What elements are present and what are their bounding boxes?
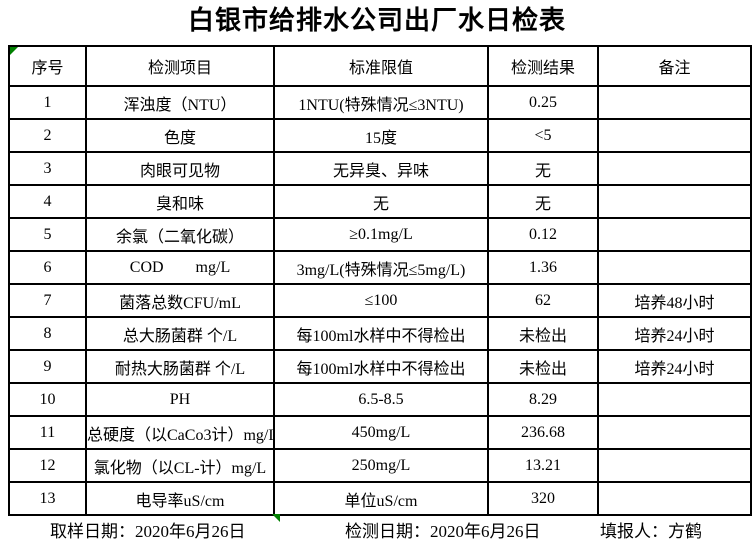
table-row: 5 余氯（二氧化碳） ≥0.1mg/L 0.12 [8,217,752,252]
row-number-cell[interactable]: 4 [8,184,87,219]
item-cell[interactable]: 氯化物（以CL-计）mg/L [85,448,275,483]
table-row: 4 臭和味无无 [8,184,752,219]
result-cell[interactable]: 未检出 [487,349,599,384]
item-cell[interactable]: 菌落总数CFU/mL [85,283,275,318]
item-cell[interactable]: 色度 [85,118,275,153]
limit-cell[interactable]: 450mg/L [273,415,489,450]
header-cell-limit[interactable]: 标准限值 [273,45,489,87]
item-cell[interactable]: COD mg/L [85,250,275,285]
row-number-cell[interactable]: 13 [8,481,87,516]
limit-cell[interactable]: 每100ml水样中不得检出 [273,349,489,384]
limit-cell[interactable]: 无 [273,184,489,219]
result-cell[interactable]: 13.21 [487,448,599,483]
limit-cell[interactable]: ≤100 [273,283,489,318]
footer-row: 取样日期：2020年6月26日 检测日期：2020年6月26日 填报人：方鹤 [0,520,754,544]
reporter-text: 填报人：方鹤 [600,522,702,541]
row-number-cell[interactable]: 9 [8,349,87,384]
note-cell[interactable] [597,415,752,450]
table-body: 1 浑浊度（NTU） 1NTU(特殊情况≤3NTU) 0.25 2 色度 15度 <5 3 肉眼可… [8,85,752,516]
result-cell[interactable]: 62 [487,283,599,318]
page-title: 白银市给排水公司出厂水日检表 [187,6,566,35]
result-cell[interactable]: 未检出 [487,316,599,351]
result-cell[interactable]: <5 [487,118,599,153]
header-cell-no[interactable]: 序号 [8,45,87,87]
note-cell[interactable] [597,448,752,483]
result-cell[interactable]: 0.12 [487,217,599,252]
row-number-cell[interactable]: 10 [8,382,87,417]
header-cell-note[interactable]: 备注 [597,45,752,87]
table-row: 11 总硬度（以CaCo3计）mg/L 450mg/L 236.68 [8,415,752,450]
limit-cell[interactable]: 1NTU(特殊情况≤3NTU) [273,85,489,120]
table-row: 13 电导率uS/cm 单位uS/cm 320 [8,481,752,516]
sample-date-text: 取样日期：2020年6月26日 [50,522,246,541]
item-cell[interactable]: 耐热大肠菌群 个/L [85,349,275,384]
note-cell[interactable] [597,118,752,153]
result-cell[interactable]: 8.29 [487,382,599,417]
table-row: 3 肉眼可见物 无异臭、异味无 [8,151,752,186]
note-cell[interactable]: 培养24小时 [597,316,752,351]
row-number-cell[interactable]: 1 [8,85,87,120]
note-cell[interactable]: 培养24小时 [597,349,752,384]
limit-cell[interactable]: 无异臭、异味 [273,151,489,186]
item-cell[interactable]: 电导率uS/cm [85,481,275,516]
table-header: 序号 检测项目 标准限值 检测结果 备注 [8,45,752,87]
limit-cell[interactable]: 每100ml水样中不得检出 [273,316,489,351]
note-cell[interactable] [597,151,752,186]
row-number-cell[interactable]: 8 [8,316,87,351]
row-number-cell[interactable]: 5 [8,217,87,252]
item-cell[interactable]: 臭和味 [85,184,275,219]
limit-cell[interactable]: 15度 [273,118,489,153]
header-cell-result[interactable]: 检测结果 [487,45,599,87]
limit-cell[interactable]: 250mg/L [273,448,489,483]
item-cell[interactable]: 总大肠菌群 个/L [85,316,275,351]
table-row: 9 耐热大肠菌群 个/L 每100ml水样中不得检出 未检出 培养24小时 [8,349,752,384]
header-cell-item[interactable]: 检测项目 [85,45,275,87]
note-cell[interactable] [597,85,752,120]
row-number-cell[interactable]: 3 [8,151,87,186]
table-row: 2 色度 15度 <5 [8,118,752,153]
row-number-cell[interactable]: 11 [8,415,87,450]
item-cell[interactable]: 总硬度（以CaCo3计）mg/L [85,415,275,450]
header-row: 序号 检测项目 标准限值 检测结果 备注 [8,45,752,87]
result-cell[interactable]: 0.25 [487,85,599,120]
limit-cell[interactable]: 6.5-8.5 [273,382,489,417]
result-cell[interactable]: 320 [487,481,599,516]
result-cell[interactable]: 1.36 [487,250,599,285]
fill-handle-marker-icon [272,514,280,522]
item-cell[interactable]: PH [85,382,275,417]
item-cell[interactable]: 余氯（二氧化碳） [85,217,275,252]
table-row: 6 COD mg/L 3mg/L(特殊情况≤5mg/L) 1.36 [8,250,752,285]
limit-cell[interactable]: 单位uS/cm [273,481,489,516]
row-number-cell[interactable]: 6 [8,250,87,285]
table-row: 7 菌落总数CFU/mL ≤100 62 培养48小时 [8,283,752,318]
note-cell[interactable] [597,217,752,252]
note-cell[interactable] [597,184,752,219]
table-row: 12 氯化物（以CL-计）mg/L 250mg/L 13.21 [8,448,752,483]
note-cell[interactable] [597,250,752,285]
test-date-text: 检测日期：2020年6月26日 [345,522,541,541]
table-row: 8 总大肠菌群 个/L 每100ml水样中不得检出 未检出 培养24小时 [8,316,752,351]
row-number-cell[interactable]: 7 [8,283,87,318]
note-cell[interactable] [597,382,752,417]
note-cell[interactable] [597,481,752,516]
limit-cell[interactable]: ≥0.1mg/L [273,217,489,252]
result-cell[interactable]: 无 [487,151,599,186]
limit-cell[interactable]: 3mg/L(特殊情况≤5mg/L) [273,250,489,285]
item-cell[interactable]: 肉眼可见物 [85,151,275,186]
row-number-cell[interactable]: 12 [8,448,87,483]
result-cell[interactable]: 无 [487,184,599,219]
inspection-table: 序号 检测项目 标准限值 检测结果 备注 1 浑浊度（NTU） 1NTU(特殊情况≤… [8,45,752,516]
note-cell[interactable]: 培养48小时 [597,283,752,318]
table-row: 1 浑浊度（NTU） 1NTU(特殊情况≤3NTU) 0.25 [8,85,752,120]
item-cell[interactable]: 浑浊度（NTU） [85,85,275,120]
row-number-cell[interactable]: 2 [8,118,87,153]
result-cell[interactable]: 236.68 [487,415,599,450]
table-row: 10 PH 6.5-8.5 8.29 [8,382,752,417]
